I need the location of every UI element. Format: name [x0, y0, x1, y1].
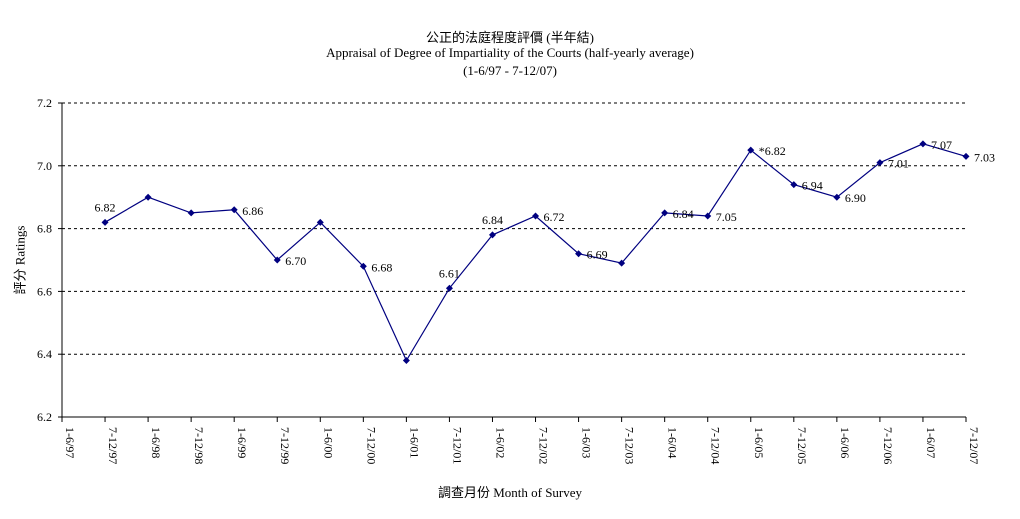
- data-point-marker: [230, 206, 238, 214]
- chart-subtitle: Appraisal of Degree of Impartiality of t…: [326, 45, 694, 60]
- data-label: 6.84: [673, 207, 694, 221]
- data-label: 6.90: [845, 191, 866, 205]
- x-tick-label: 7-12/98: [192, 427, 206, 464]
- data-point-marker: [575, 250, 583, 258]
- x-tick-labels: 1-6/97 7-12/97 1-6/98 7-12/98 1-6/99 7-12/99 1…: [63, 427, 981, 464]
- x-tick-label: 1-6/06: [838, 427, 852, 458]
- x-tick-label: 7-12/07: [967, 427, 981, 464]
- data-label: 7.01: [888, 157, 909, 171]
- data-label: 7.05: [716, 210, 737, 224]
- data-point-marker: [618, 259, 626, 267]
- data-point-marker: [876, 159, 884, 167]
- data-point-marker: [187, 209, 195, 217]
- data-label: 6.68: [371, 260, 392, 274]
- x-tick-label: 7-12/97: [106, 427, 120, 464]
- y-tick-labels: 6.2 6.4 6.6 6.8 7.0 7.2: [37, 96, 52, 424]
- y-tick-label: 6.2: [37, 410, 52, 424]
- data-label: 7.07: [931, 138, 952, 152]
- data-labels: 6.82 6.86 6.70 6.68 6.61 6.84 6.72 6.69 6.84 7.05…: [95, 138, 995, 280]
- data-point-marker: [445, 284, 453, 292]
- x-tick-label: 1-6/02: [493, 427, 507, 458]
- x-axis-label: 調查月份 Month of Survey: [437, 485, 583, 500]
- series-line: [104, 143, 967, 362]
- chart-title: 公正的法庭程度評價 (半年結): [426, 30, 594, 45]
- x-tick-label: 1-6/99: [235, 427, 249, 458]
- x-tick-label: 7-12/05: [795, 427, 809, 464]
- data-label: 6.82: [95, 200, 116, 214]
- data-point-marker: [919, 140, 927, 148]
- data-label: 6.72: [544, 210, 565, 224]
- data-label: *6.82: [759, 144, 786, 158]
- series-group: [101, 140, 970, 364]
- data-point-marker: [532, 212, 540, 220]
- chart-period: (1-6/97 - 7-12/07): [463, 63, 557, 78]
- x-tick-label: 7-12/06: [881, 427, 895, 464]
- x-tick-label: 7-12/99: [278, 427, 292, 464]
- y-tick-label: 7.2: [37, 96, 52, 110]
- axes: [58, 102, 967, 422]
- data-label: 6.70: [285, 254, 306, 268]
- x-tick-label: 7-12/00: [364, 427, 378, 464]
- x-tick-label: 1-6/07: [924, 427, 938, 458]
- y-tick-label: 6.8: [37, 222, 52, 236]
- grid-lines: [62, 102, 966, 355]
- x-tick-label: 1-6/00: [321, 427, 335, 458]
- data-point-marker: [101, 218, 109, 226]
- data-label: 6.84: [482, 213, 503, 227]
- data-point-marker: [273, 256, 281, 264]
- x-tick-label: 1-6/05: [752, 427, 766, 458]
- y-axis-label: 評分 Ratings: [12, 225, 28, 295]
- data-label: 6.94: [802, 179, 823, 193]
- data-label: 6.69: [587, 248, 608, 262]
- x-tick-label: 1-6/97: [63, 427, 77, 458]
- x-tick-label: 1-6/03: [580, 427, 594, 458]
- x-tick-label: 7-12/03: [623, 427, 637, 464]
- data-point-marker: [359, 262, 367, 270]
- data-point-marker: [747, 146, 755, 154]
- data-point-marker: [144, 193, 152, 201]
- y-tick-label: 7.0: [37, 159, 52, 173]
- x-tick-label: 7-12/01: [450, 427, 464, 464]
- x-tick-label: 1-6/04: [666, 427, 680, 458]
- y-tick-label: 6.6: [37, 284, 52, 298]
- data-label: 6.61: [439, 266, 460, 280]
- x-tick-label: 7-12/04: [709, 427, 723, 464]
- data-point-marker: [790, 181, 798, 189]
- data-point-marker: [488, 231, 496, 239]
- data-point-marker: [316, 218, 324, 226]
- data-point-marker: [661, 209, 669, 217]
- data-label: 7.03: [974, 150, 995, 164]
- x-tick-label: 1-6/01: [407, 427, 421, 458]
- x-tick-label: 1-6/98: [149, 427, 163, 458]
- y-tick-label: 6.4: [37, 347, 52, 361]
- data-point-marker: [402, 356, 410, 364]
- data-point-marker: [962, 152, 970, 160]
- data-point-marker: [833, 193, 841, 201]
- data-point-marker: [704, 212, 712, 220]
- x-tick-label: 7-12/02: [537, 427, 551, 464]
- data-label: 6.86: [242, 204, 263, 218]
